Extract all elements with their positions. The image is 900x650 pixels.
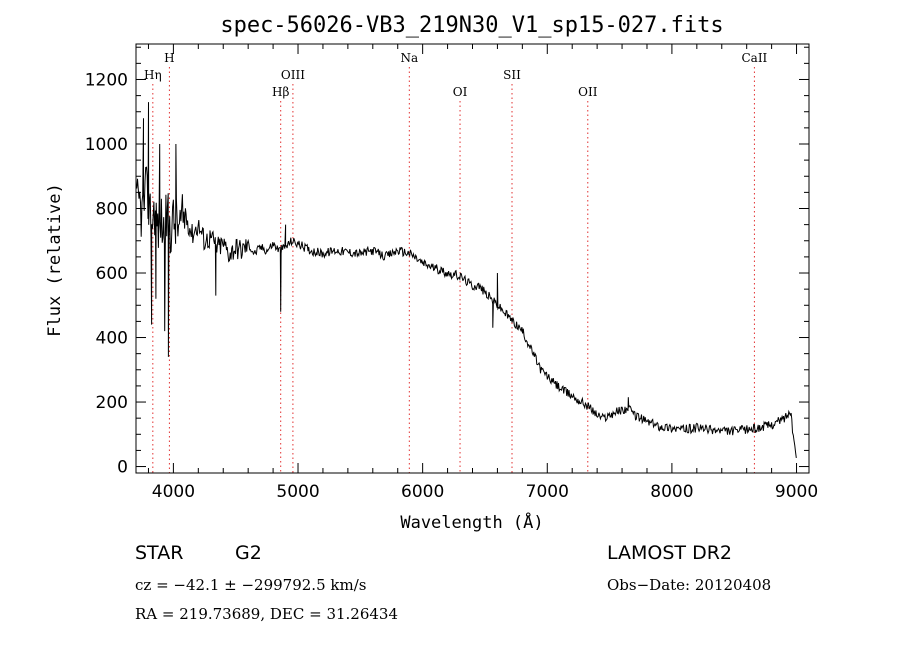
- marker-label-2: Hβ: [272, 85, 289, 99]
- redshift-readout: cz = −42.1 ± −299792.5 km/s: [135, 576, 366, 594]
- marker-label-4: Na: [400, 51, 418, 65]
- survey-name: LAMOST DR2: [607, 542, 732, 564]
- x-axis-title: Wavelength (Å): [400, 511, 543, 533]
- spectrum-line-0: [135, 102, 797, 458]
- object-class: STAR: [135, 542, 183, 564]
- marker-label-8: CaII: [741, 51, 767, 65]
- y-tick-label: 800: [96, 200, 128, 220]
- x-tick-label: 7000: [526, 482, 569, 502]
- chart-title: spec-56026-VB3_219N30_V1_sp15-027.fits: [220, 13, 723, 38]
- y-tick-label: 400: [96, 329, 128, 349]
- x-tick-label: 9000: [775, 482, 818, 502]
- y-tick-label: 1200: [85, 70, 128, 90]
- y-tick-label: 0: [117, 458, 128, 478]
- x-tick-label: 8000: [650, 482, 693, 502]
- axes-layer: 4000 5000 6000 7000 8000 9000 0 200 400 600 800 100…: [85, 43, 818, 502]
- plot-frame: [135, 43, 810, 474]
- observation-date: Obs−Date: 20120408: [607, 576, 771, 594]
- line-markers-layer: HηH Hβ OIII Na OI SII OII CaII: [144, 51, 768, 473]
- y-tick-label: 600: [96, 264, 128, 284]
- x-tick-label: 4000: [152, 482, 195, 502]
- series-layer: [135, 102, 797, 458]
- marker-label-7: OII: [578, 85, 598, 99]
- marker-label-5: OI: [453, 85, 468, 99]
- marker-label-3: OIII: [281, 68, 305, 82]
- x-tick-label: 6000: [401, 482, 444, 502]
- y-tick-label: 200: [96, 393, 128, 413]
- y-tick-label: 1000: [85, 135, 128, 155]
- marker-label-6: SII: [503, 68, 521, 82]
- y-axis-title: Flux (relative): [45, 183, 65, 337]
- marker-label-0: Hη: [144, 68, 162, 82]
- x-tick-label: 5000: [276, 482, 319, 502]
- sky-coordinates: RA = 219.73689, DEC = 31.26434: [135, 605, 398, 623]
- marker-label-1: H: [164, 51, 174, 65]
- spectral-subclass: G2: [235, 542, 262, 564]
